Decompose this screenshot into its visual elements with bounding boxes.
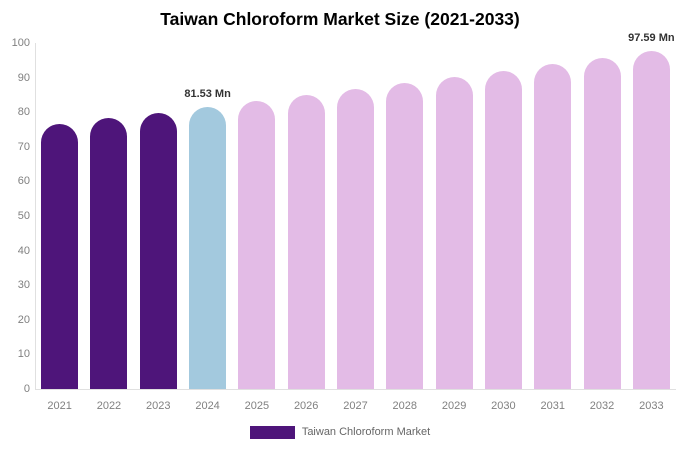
bar-2027[interactable] (337, 89, 374, 389)
data-label-2033: 97.59 Mn (628, 32, 675, 45)
y-axis-tick-label: 60 (17, 175, 30, 188)
x-axis-tick-label: 2023 (146, 400, 171, 412)
bar-2022[interactable] (90, 118, 128, 389)
x-axis-tick-label: 2031 (540, 400, 565, 412)
y-axis-tick-label: 80 (17, 106, 30, 119)
y-axis-tick-label: 10 (17, 348, 30, 361)
y-axis-tick-label: 50 (17, 210, 30, 222)
bar-2023[interactable] (139, 112, 177, 389)
y-axis-tick-label: 40 (17, 244, 30, 257)
x-axis-tick-label: 2032 (589, 400, 615, 412)
x-axis-tick-label: 2025 (244, 400, 270, 412)
bar-2028[interactable] (386, 83, 424, 389)
y-axis-tick-label: 20 (17, 313, 30, 326)
y-axis-tick-label: 90 (17, 71, 30, 84)
x-axis-tick-label: 2029 (441, 400, 467, 412)
y-axis-tick-label: 70 (17, 140, 30, 153)
bar-2026[interactable] (287, 95, 325, 389)
x-axis-tick-label: 2033 (639, 400, 664, 412)
x-axis-tick-label: 2024 (195, 400, 220, 412)
chart-title: Taiwan Chloroform Market Size (2021-2033… (160, 9, 520, 29)
data-label-2024: 81.53 Mn (184, 87, 231, 100)
x-axis-tick-label: 2028 (392, 400, 418, 412)
y-axis-tick-label: 30 (17, 279, 30, 292)
x-axis-line (35, 389, 676, 390)
bar-2031[interactable] (534, 64, 572, 389)
x-axis-tick-label: 2026 (293, 400, 319, 412)
bar-2030[interactable] (484, 71, 522, 389)
x-axis-tick-label: 2021 (47, 400, 72, 412)
y-axis-tick-label: 0 (23, 383, 30, 395)
y-axis-line (35, 43, 36, 389)
bar-2024[interactable] (189, 106, 227, 389)
x-axis-tick-label: 2030 (491, 400, 516, 412)
legend-label: Taiwan Chloroform Market (301, 426, 431, 438)
bar-2021[interactable] (41, 123, 79, 389)
bar-2025[interactable] (238, 101, 276, 389)
y-axis-tick-label: 100 (11, 37, 30, 49)
bar-2029[interactable] (435, 77, 473, 389)
x-axis-tick-label: 2022 (96, 400, 122, 412)
legend[interactable]: Taiwan Chloroform Market (0, 425, 680, 439)
bar-2032[interactable] (583, 57, 621, 389)
x-axis-tick-label: 2027 (343, 400, 368, 412)
bar-2033[interactable] (632, 51, 670, 389)
legend-swatch (249, 425, 295, 439)
